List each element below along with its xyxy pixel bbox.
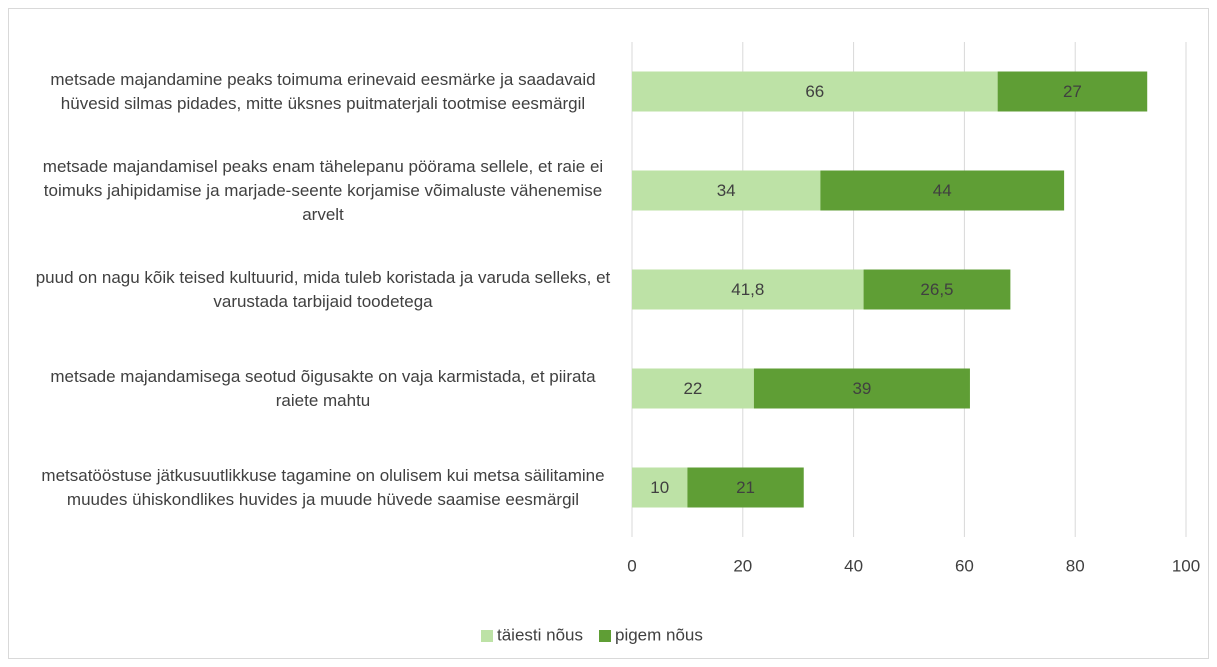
chart-border xyxy=(8,8,1209,659)
bar-segment xyxy=(632,170,821,211)
legend-label: täiesti nõus xyxy=(497,625,583,644)
bar-segment xyxy=(820,170,1065,211)
x-tick-label: 40 xyxy=(844,556,863,575)
bar-segment xyxy=(997,71,1148,112)
legend-label: pigem nõus xyxy=(615,625,703,644)
data-label: 41,8 xyxy=(731,280,764,299)
data-label: 39 xyxy=(852,379,871,398)
data-label: 21 xyxy=(736,478,755,497)
category-label: metsade majandamisel peaks enam tähelepa… xyxy=(42,156,604,224)
bar-segment xyxy=(753,368,970,409)
data-label: 10 xyxy=(650,478,669,497)
bar-segment xyxy=(632,71,998,112)
data-label: 22 xyxy=(683,379,702,398)
bar-segment xyxy=(687,467,804,508)
data-label: 27 xyxy=(1063,82,1082,101)
category-label: puud on nagu kõik teised kultuurid, mida… xyxy=(35,267,611,311)
legend-swatch xyxy=(599,630,611,642)
category-label: metsade majandamisega seotud õigusakte o… xyxy=(50,366,596,410)
bar-segment xyxy=(632,269,864,310)
legend-swatch xyxy=(481,630,493,642)
data-label: 26,5 xyxy=(920,280,953,299)
x-tick-label: 100 xyxy=(1172,556,1200,575)
data-label: 34 xyxy=(717,181,736,200)
data-label: 66 xyxy=(805,82,824,101)
bar-segment xyxy=(632,467,688,508)
bar-segment xyxy=(632,368,754,409)
category-label: metsatööstuse jätkusuutlikkuse tagamine … xyxy=(41,465,605,509)
data-label: 44 xyxy=(933,181,952,200)
x-tick-label: 60 xyxy=(955,556,974,575)
bar-segment xyxy=(863,269,1011,310)
category-label: metsade majandamine peaks toimuma erinev… xyxy=(50,69,596,113)
x-tick-label: 80 xyxy=(1066,556,1085,575)
x-tick-label: 20 xyxy=(733,556,752,575)
x-tick-label: 0 xyxy=(627,556,636,575)
